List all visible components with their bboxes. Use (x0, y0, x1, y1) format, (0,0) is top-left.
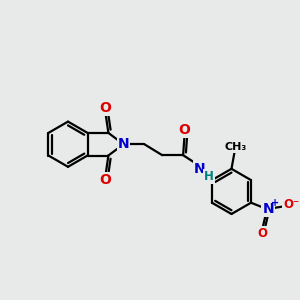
Text: N: N (118, 137, 129, 151)
Text: O: O (178, 123, 190, 137)
Text: O⁻: O⁻ (283, 198, 299, 211)
Text: N: N (262, 202, 274, 216)
Text: H: H (204, 169, 214, 183)
Text: O: O (100, 173, 111, 188)
Text: N: N (194, 161, 206, 176)
Text: CH₃: CH₃ (225, 142, 247, 152)
Text: O: O (100, 101, 111, 115)
Text: O: O (258, 226, 268, 240)
Text: +: + (271, 198, 279, 208)
